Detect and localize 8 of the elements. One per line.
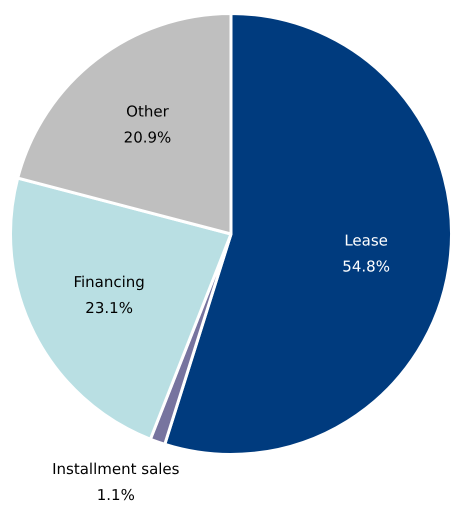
slice-label: Other <box>126 102 170 121</box>
slice-label: Installment sales <box>52 460 180 478</box>
data-label: 54.8% <box>342 258 390 276</box>
slice-label: Financing <box>73 272 145 291</box>
data-label: 23.1% <box>85 298 133 317</box>
data-label: 20.9% <box>124 128 172 147</box>
slice-label: Lease <box>344 232 388 250</box>
data-label: 1.1% <box>96 486 135 504</box>
